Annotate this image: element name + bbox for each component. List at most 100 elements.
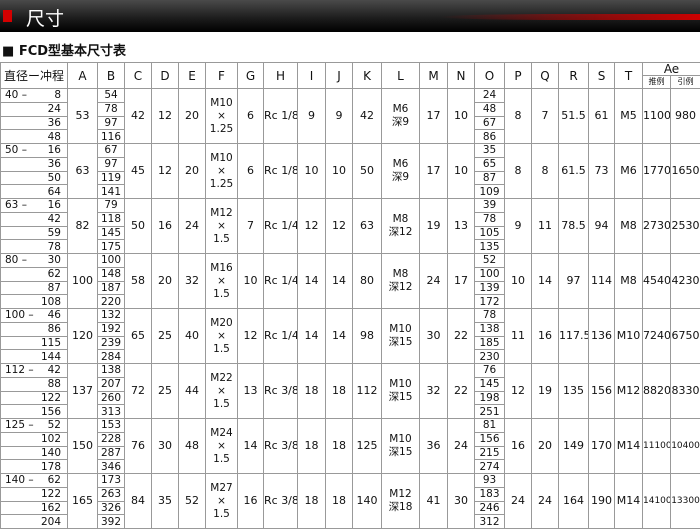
value: 20	[158, 274, 172, 287]
value: 326	[100, 501, 122, 514]
table-row: 115 239 185	[0, 335, 700, 351]
dim-cell: 117.5	[558, 308, 589, 364]
dim-cell: Rc 3/8	[263, 418, 298, 474]
stroke: 108	[40, 295, 61, 308]
value: M5	[620, 109, 637, 122]
dim-cell: 392	[97, 514, 125, 529]
dim-cell: 18	[297, 363, 326, 419]
banner: 尺寸	[0, 0, 700, 32]
dim-cell: M10 × 1.25	[205, 143, 238, 199]
dim-cell: 67	[97, 143, 125, 158]
stroke-cell: 115	[0, 336, 68, 351]
dim-cell: 76	[474, 363, 505, 378]
dim-cell: 136	[588, 308, 615, 364]
value: 185	[479, 336, 500, 349]
dim-cell: 246	[474, 500, 505, 516]
dim-cell: 35	[474, 143, 505, 158]
header-text: G	[245, 68, 256, 83]
header-text: C	[133, 68, 143, 83]
dim-cell: 65	[474, 156, 505, 172]
header-text: N	[456, 68, 466, 83]
dim-cell: 32	[178, 253, 206, 309]
dim-cell: 145	[97, 225, 125, 241]
value: M10	[210, 151, 233, 164]
stroke: 8	[54, 89, 61, 102]
table-row: 88 207 145	[0, 376, 700, 392]
value: 78.5	[561, 219, 586, 232]
dim-cell: 24	[447, 418, 475, 474]
value: 175	[100, 240, 122, 253]
value: 58	[131, 274, 145, 287]
value: Rc 1/4	[264, 219, 298, 232]
column-header: C	[124, 62, 152, 89]
header-text: 引例	[677, 77, 694, 86]
value: 19	[426, 219, 441, 232]
value: 156	[591, 384, 612, 397]
value: 12	[332, 219, 346, 232]
swoosh	[440, 14, 700, 20]
dim-cell: 24	[178, 198, 206, 254]
value: 239	[100, 336, 122, 349]
value: 10	[304, 164, 319, 177]
dim-cell: 52	[474, 253, 505, 268]
value: 24	[538, 494, 552, 507]
dim-cell: 17	[447, 253, 475, 309]
value: M10	[389, 323, 412, 335]
value: 119	[100, 171, 122, 184]
dim-cell: 11	[504, 308, 532, 364]
dim-cell: 18	[325, 363, 353, 419]
value: 198	[479, 391, 500, 404]
column-header: L	[381, 62, 420, 89]
value: 67	[104, 144, 118, 157]
table-row: 50 – 16 63 67 45 12 20 M10 × 1.25 6 Rc 1/8 10 10 50 M6…	[0, 143, 700, 199]
value: ×	[217, 439, 226, 452]
stroke: 30	[47, 254, 61, 267]
bore: 100	[5, 309, 26, 322]
table-row: 80 – 30 100 100 58 20 32 M16 × 1.5 10 Rc 1/4 14 14 80…	[0, 253, 700, 309]
table-row: 42 118 78	[0, 211, 700, 227]
value: 100	[100, 254, 122, 267]
value: 16	[243, 494, 258, 507]
dim-cell: 251	[474, 404, 505, 419]
dim-cell: 78.5	[558, 198, 589, 254]
value: 11	[538, 219, 552, 232]
value: 148	[100, 268, 122, 281]
value: 12	[304, 219, 319, 232]
dim-cell: 145	[474, 376, 505, 392]
value: 8	[541, 164, 549, 177]
value: 12	[243, 329, 258, 342]
value: 207	[100, 378, 122, 391]
dim-cell: 1650	[669, 143, 700, 199]
value: 17	[454, 274, 468, 287]
dim-cell: M6 深9	[381, 88, 420, 144]
dim-cell: 16	[237, 473, 264, 529]
dim-cell: 125	[352, 418, 382, 474]
value: M10	[389, 378, 412, 390]
dim-cell: 165	[67, 473, 98, 529]
value: 183	[479, 488, 500, 501]
header-row: 推例 引例	[1, 75, 700, 89]
value: 93	[482, 474, 497, 487]
value: 164	[563, 494, 584, 507]
header-text: I	[309, 68, 314, 83]
value: 42	[360, 109, 374, 122]
stroke-cell: 100 – 46	[0, 308, 68, 323]
dim-cell: Rc 1/4	[263, 308, 298, 364]
stroke: 24	[47, 103, 61, 116]
value: 16	[158, 219, 172, 232]
table-row: 62 148 100	[0, 266, 700, 282]
value: 16	[538, 329, 552, 342]
value: 73	[594, 164, 609, 177]
value: 187	[100, 281, 122, 294]
dim-cell: M6 深9	[381, 143, 420, 199]
dim-cell: 36	[419, 418, 448, 474]
value: 120	[72, 329, 93, 342]
dim-cell: M10	[614, 308, 643, 364]
dim-cell: 16	[504, 418, 532, 474]
value: 12	[511, 384, 525, 397]
value: 11	[511, 329, 525, 342]
header-text: J	[337, 68, 341, 83]
dim-cell: 4540	[642, 253, 671, 309]
dim-cell: 137	[67, 363, 98, 419]
